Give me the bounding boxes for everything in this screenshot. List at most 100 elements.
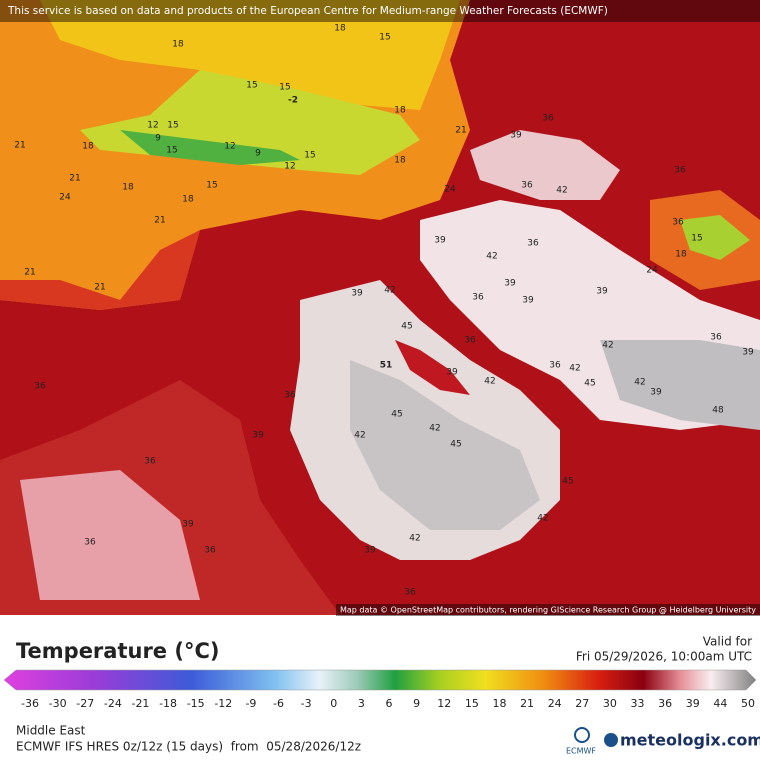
colorbar-tick: -15	[187, 697, 205, 710]
temp-label: 39	[742, 348, 754, 358]
temp-label: 21	[154, 216, 165, 226]
temp-label: -2	[288, 96, 298, 106]
yellow-zone	[40, 0, 460, 110]
temp-label: 18	[675, 250, 687, 260]
temp-label: 48	[712, 406, 724, 416]
colorbar-tick: 9	[413, 697, 420, 710]
temp-label: 45	[391, 410, 402, 420]
colorbar-tick: -6	[273, 697, 284, 710]
ecmwf: ECMWF	[566, 747, 596, 756]
temp-label: 21	[24, 268, 35, 278]
arabia-hottest	[350, 360, 540, 530]
colorbar-tick: 33	[631, 697, 645, 710]
temp-label: 36	[527, 239, 539, 249]
temp-label: 24	[646, 266, 658, 276]
temp-label: 45	[584, 379, 595, 389]
colorbar-tick: -21	[131, 697, 149, 710]
temp-label: 45	[450, 440, 461, 450]
colorbar-tick: 24	[548, 697, 562, 710]
temp-label: 21	[455, 126, 466, 136]
temp-label: 24	[444, 185, 456, 195]
temp-label: 18	[394, 156, 406, 166]
temp-label: 36	[464, 336, 476, 346]
temp-label: 42	[537, 514, 548, 524]
colorbar-tick: 12	[437, 697, 451, 710]
temp-label: 24	[59, 193, 71, 203]
temp-label: 39	[446, 368, 458, 378]
temp-label: 12	[284, 162, 295, 172]
colorbar-tick: 3	[358, 697, 365, 710]
temp-label: 9	[255, 149, 261, 159]
temp-label: 42	[409, 534, 420, 544]
temp-label: 42	[634, 378, 645, 388]
temp-label: 36	[284, 391, 296, 401]
temp-label: 18	[334, 24, 346, 34]
colorbar-tick: 15	[465, 697, 479, 710]
map-labels: 18 18 15 15 15 -2 18 21 39 36 21 18 12 15 9 15 12 9 12 15 18…	[14, 24, 754, 598]
colorbar-tick: -9	[245, 697, 256, 710]
mountain-cool	[680, 215, 750, 260]
colorbar-ticks: -36 -30 -27 -24 -21 -18 -15 -12 -9 -6 -3 0 3 6 9 12 15 18…	[21, 697, 755, 710]
temp-label: 39	[596, 287, 608, 297]
temp-label: 15	[167, 121, 178, 131]
region: Middle East	[16, 724, 86, 738]
temp-label: 15	[246, 81, 257, 91]
temp-label: 42	[429, 424, 440, 434]
temp-label: 39	[252, 431, 264, 441]
colorbar-tick: 39	[686, 697, 700, 710]
notice-bar	[0, 0, 760, 22]
map: This service is based on data and produc…	[0, 0, 760, 616]
legend-title: Temperature (°C)	[16, 639, 219, 663]
colorbar-tick: 36	[658, 697, 672, 710]
temp-label: 36	[521, 181, 533, 191]
ecmwf-logo	[574, 727, 590, 743]
temp-label: 15	[691, 234, 702, 244]
valid-label: Valid for	[703, 635, 752, 649]
colorbar-tick: -27	[76, 697, 94, 710]
temp-label: 39	[364, 546, 376, 556]
temp-label: 36	[34, 382, 46, 392]
temp-label: 15	[379, 33, 390, 43]
temp-label: 36	[404, 588, 416, 598]
temp-label: 36	[542, 114, 554, 124]
colorbar-tick: 6	[386, 697, 393, 710]
credits: Map data © OpenStreetMap contributors, r…	[340, 606, 756, 615]
colorbar-tick: -12	[214, 697, 232, 710]
sudan-zone	[20, 470, 200, 600]
colorbar-tick: -24	[104, 697, 122, 710]
temp-label: 39	[504, 279, 516, 289]
caspian-zone	[470, 130, 620, 200]
temp-label: 42	[486, 252, 497, 262]
temp-label: 36	[204, 546, 216, 556]
colorbar-tick: 0	[330, 697, 337, 710]
temp-label: 9	[155, 134, 161, 144]
temp-label: 21	[69, 174, 80, 184]
hot-zone	[0, 230, 200, 310]
colorbar-tick: 30	[603, 697, 617, 710]
temp-label: 45	[401, 322, 412, 332]
temp-label: 42	[569, 364, 580, 374]
temp-label: 12	[147, 121, 158, 131]
temp-label: 36	[710, 333, 722, 343]
colorbar-tick: -36	[21, 697, 39, 710]
colorbar-tick: -3	[301, 697, 312, 710]
temp-label: 45	[562, 477, 573, 487]
colorbar-tick: 44	[713, 697, 727, 710]
temp-label: 36	[144, 457, 156, 467]
model-info: ECMWF IFS HRES 0z/12z (15 days) from 05/…	[16, 740, 361, 754]
temp-label: 21	[94, 283, 105, 293]
temp-label: 39	[650, 388, 662, 398]
temp-label: 42	[384, 286, 395, 296]
temp-label: 42	[602, 341, 613, 351]
brand-logo	[604, 733, 618, 747]
colorbar-tick: 18	[492, 697, 506, 710]
colorbar-tick: 50	[741, 697, 755, 710]
temp-label: 39	[351, 289, 363, 299]
gulf	[395, 340, 470, 395]
temp-label: 39	[434, 236, 446, 246]
cool-zone	[120, 130, 300, 165]
brand[interactable]: meteologix.com	[620, 731, 760, 750]
temp-label: 18	[122, 183, 134, 193]
temp-label: 36	[674, 166, 686, 176]
